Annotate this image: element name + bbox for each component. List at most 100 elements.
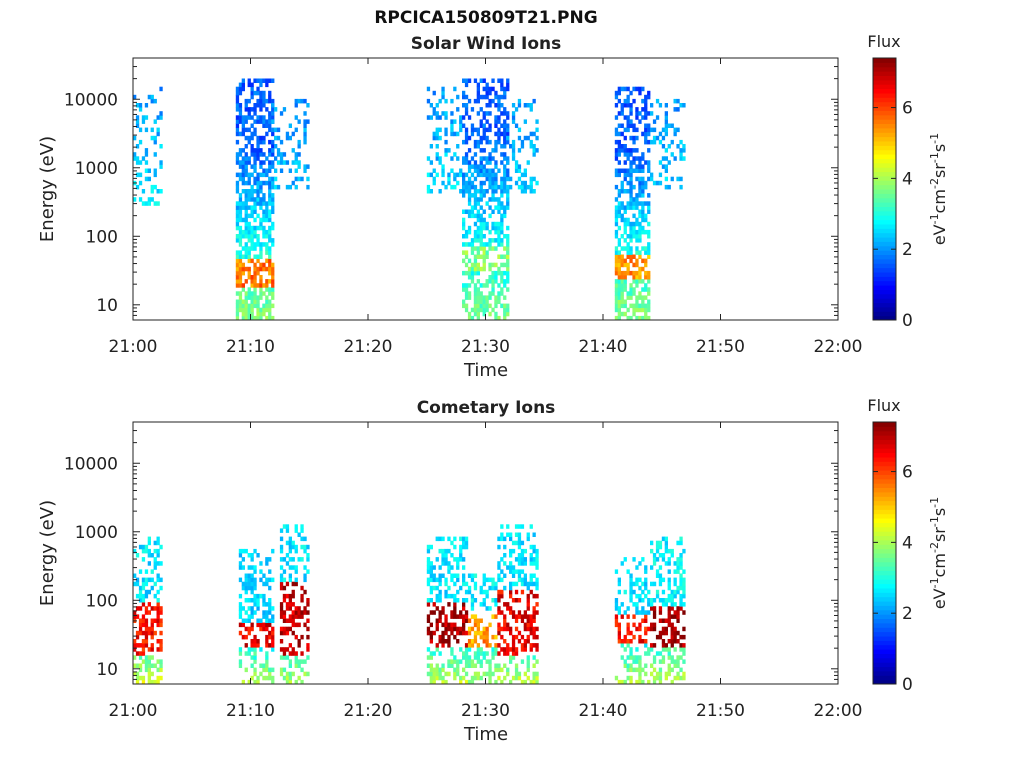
heatmap-cell: [303, 536, 307, 542]
heatmap-cell: [235, 172, 240, 178]
heatmap-cell: [253, 234, 257, 239]
heatmap-cell: [514, 107, 519, 112]
heatmap-cell: [256, 144, 260, 149]
heatmap-cell: [509, 561, 513, 566]
heatmap-cell: [259, 561, 263, 566]
heatmap-cell: [271, 548, 275, 554]
heatmap-cell: [658, 139, 663, 145]
heatmap-cell: [235, 307, 240, 313]
heatmap-cell: [614, 602, 619, 607]
heatmap-cell: [503, 111, 507, 116]
heatmap-cell: [285, 618, 290, 623]
heatmap-cell: [259, 622, 263, 628]
heatmap-cell: [479, 107, 483, 112]
heatmap-cell: [268, 148, 272, 153]
heatmap-cell: [532, 610, 536, 615]
heatmap-cell: [247, 176, 251, 182]
heatmap-cell: [235, 184, 240, 190]
heatmap-cell: [244, 626, 248, 632]
heatmap-cell: [241, 311, 245, 317]
heatmap-cell: [259, 135, 263, 141]
heatmap-cell: [617, 213, 621, 219]
heatmap-cell: [244, 581, 248, 587]
heatmap-cell: [141, 544, 146, 550]
heatmap-cell: [655, 651, 660, 656]
heatmap-cell: [535, 148, 539, 153]
heatmap-cell: [644, 111, 648, 116]
heatmap-cell: [644, 213, 648, 219]
heatmap-cell: [147, 655, 151, 660]
colorbar-segment: [873, 180, 896, 186]
heatmap-cell: [494, 679, 498, 685]
heatmap-cell: [244, 634, 248, 640]
heatmap-cell: [300, 610, 304, 615]
heatmap-cell: [491, 197, 495, 202]
heatmap-cell: [638, 270, 642, 276]
heatmap-cell: [511, 139, 516, 145]
heatmap-cell: [141, 622, 146, 628]
heatmap-cell: [629, 197, 633, 202]
heatmap-cell: [250, 242, 254, 247]
heatmap-cell: [253, 168, 257, 173]
heatmap-cell: [268, 299, 272, 304]
colorbar-segment: [873, 92, 896, 98]
heatmap-cell: [138, 651, 143, 656]
heatmap-cell: [265, 639, 269, 644]
heatmap-cell: [253, 209, 257, 214]
heatmap-cell: [265, 561, 269, 566]
heatmap-cell: [467, 209, 472, 214]
heatmap-cell: [473, 618, 478, 623]
heatmap-cell: [450, 651, 454, 656]
heatmap-cell: [444, 671, 448, 677]
heatmap-cell: [259, 295, 263, 300]
heatmap-cell: [238, 238, 243, 243]
heatmap-cell: [491, 287, 495, 292]
heatmap-cell: [644, 94, 648, 100]
heatmap-cell: [623, 148, 627, 153]
heatmap-cell: [282, 675, 287, 681]
heatmap-cell: [644, 671, 648, 677]
heatmap-cell: [268, 262, 272, 268]
heatmap-cell: [276, 152, 281, 157]
heatmap-cell: [282, 630, 287, 636]
colorbar-segment: [873, 470, 896, 475]
heatmap-cell: [635, 205, 639, 210]
heatmap-cell: [268, 606, 272, 611]
heatmap-cell: [435, 111, 439, 116]
colorbar-segment: [873, 675, 896, 681]
heatmap-cell: [238, 630, 243, 636]
heatmap-cell: [629, 651, 633, 656]
heatmap-cell: [432, 176, 436, 182]
heatmap-cell: [658, 172, 663, 178]
heatmap-cell: [262, 123, 266, 128]
heatmap-cell: [253, 548, 257, 554]
heatmap-cell: [459, 172, 463, 178]
heatmap-cell: [647, 275, 651, 280]
colorbar-segment: [873, 197, 896, 203]
heatmap-cell: [523, 180, 527, 186]
heatmap-cell: [664, 164, 668, 169]
heatmap-cell: [638, 234, 642, 239]
heatmap-cell: [467, 176, 472, 182]
heatmap-cell: [235, 90, 240, 96]
heatmap-cell: [279, 544, 284, 550]
heatmap-cell: [641, 315, 645, 321]
heatmap-cell: [256, 258, 260, 264]
heatmap-cell: [279, 573, 284, 578]
heatmap-cell: [244, 152, 248, 157]
heatmap-cell: [256, 311, 260, 317]
heatmap-cell: [523, 172, 527, 178]
heatmap-cell: [244, 213, 248, 219]
heatmap-cell: [638, 250, 642, 255]
heatmap-cell: [256, 180, 260, 186]
heatmap-cell: [514, 164, 519, 169]
heatmap-cell: [141, 614, 146, 619]
heatmap-cell: [279, 577, 284, 583]
heatmap-cell: [432, 180, 436, 186]
heatmap-cell: [500, 94, 504, 100]
heatmap-cell: [250, 557, 254, 562]
heatmap-cell: [644, 262, 648, 268]
heatmap-cell: [511, 675, 516, 681]
heatmap-cell: [271, 139, 275, 145]
heatmap-cell: [641, 606, 645, 611]
